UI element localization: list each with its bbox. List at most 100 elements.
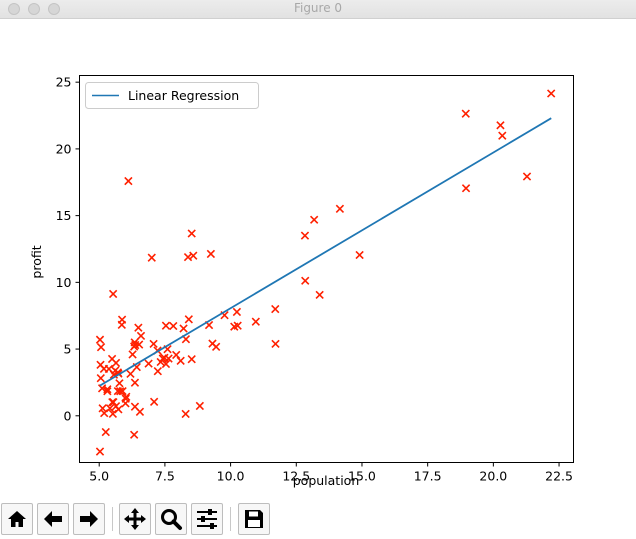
- scatter-point-stroke: [251, 317, 260, 326]
- scatter-point-stroke: [176, 356, 185, 365]
- scatter-point: [129, 430, 139, 439]
- close-window-button[interactable]: [8, 3, 20, 15]
- axis-ticks: 5.0 7.5 10.0 12.5 15.0 17.5 20.0 22.5 0 5 10 15 20 25: [56, 75, 573, 484]
- scatter-point-stroke: [95, 447, 105, 456]
- scatter-point: [179, 324, 188, 333]
- x-tick-label: 7.5: [155, 469, 175, 484]
- scatter-point-stroke: [130, 402, 140, 411]
- scatter-point: [111, 358, 121, 368]
- scatter-point: [309, 215, 319, 224]
- scatter-point: [498, 131, 507, 140]
- scatter-point-stroke: [122, 392, 131, 402]
- scatter-point: [153, 367, 162, 376]
- y-axis-label: profit: [29, 245, 44, 278]
- scatter-point: [461, 109, 470, 118]
- back-button[interactable]: [37, 503, 69, 535]
- scatter-point: [232, 307, 242, 317]
- scatter-point-stroke: [98, 404, 107, 413]
- scatter-point: [134, 323, 143, 332]
- scatter-point-stroke: [189, 251, 198, 260]
- forward-button[interactable]: [73, 503, 105, 535]
- scatter-point: [300, 231, 310, 240]
- scatter-point: [98, 404, 107, 413]
- pan-move-icon: [124, 508, 146, 530]
- scatter-point: [124, 176, 133, 186]
- scatter-point-stroke: [335, 204, 345, 213]
- scatter-point-stroke: [111, 366, 120, 375]
- scatter-point-stroke: [498, 131, 507, 140]
- scatter-point: [103, 385, 112, 394]
- scatter-point: [134, 340, 144, 349]
- scatter-point: [95, 335, 105, 344]
- scatter-point: [164, 354, 173, 363]
- scatter-point: [108, 398, 117, 407]
- window-title: Figure 0: [293, 1, 343, 15]
- scatter-point: [130, 378, 140, 387]
- pan-button[interactable]: [119, 503, 151, 535]
- legend: Linear Regression: [85, 82, 259, 109]
- scatter-point: [149, 339, 158, 349]
- scatter-point-stroke: [129, 430, 139, 439]
- zoom-window-button[interactable]: [48, 3, 60, 15]
- scatter-point-stroke: [132, 362, 141, 372]
- scatter-point-stroke: [134, 340, 144, 349]
- x-tick-label: 12.5: [282, 469, 310, 484]
- scatter-point-stroke: [101, 427, 110, 437]
- save-floppy-icon: [245, 510, 263, 528]
- scatter-point-stroke: [126, 369, 135, 379]
- y-tick-label: 15: [56, 208, 72, 223]
- scatter-point: [176, 356, 185, 365]
- scatter-point: [130, 402, 140, 411]
- minimize-window-button[interactable]: [28, 3, 40, 15]
- scatter-point-stroke: [220, 311, 229, 320]
- figure-canvas[interactable]: 5.0 7.5 10.0 12.5 15.0 17.5 20.0 22.5 0 5 10 15 20 25…: [0, 19, 636, 501]
- scatter-point-stroke: [108, 409, 118, 418]
- scatter-point: [355, 250, 364, 260]
- scatter-point-stroke: [496, 121, 505, 130]
- scatter-point-stroke: [107, 354, 117, 364]
- x-tick-label: 5.0: [89, 469, 109, 484]
- forward-arrow-icon: [80, 511, 98, 527]
- scatter-point: [128, 350, 137, 359]
- regression-series: [99, 117, 552, 387]
- zoom-magnifier-icon: [161, 509, 182, 530]
- scatter-point: [156, 357, 165, 367]
- window-titlebar: Figure 0: [0, 0, 636, 19]
- scatter-point: [115, 379, 124, 388]
- scatter-point-stroke: [301, 276, 310, 285]
- scatter-point: [172, 350, 181, 360]
- zoom-button[interactable]: [155, 503, 187, 535]
- home-button[interactable]: [1, 503, 33, 535]
- scatter-point-stroke: [149, 397, 159, 406]
- scatter-point-stroke: [128, 350, 137, 359]
- scatter-point: [122, 392, 131, 402]
- scatter-point: [301, 276, 310, 285]
- scatter-point-stroke: [156, 357, 165, 367]
- scatter-point-stroke: [147, 253, 156, 262]
- scatter-point-stroke: [130, 338, 139, 347]
- scatter-point-stroke: [187, 229, 196, 238]
- scatter-point-stroke: [163, 345, 172, 354]
- regression-line: [99, 117, 552, 387]
- scatter-point: [117, 315, 127, 324]
- back-arrow-icon: [44, 511, 62, 527]
- scatter-point-stroke: [103, 387, 112, 396]
- scatter-point-stroke: [187, 355, 196, 364]
- x-tick-label: 20.0: [479, 469, 507, 484]
- scatter-point-stroke: [121, 399, 130, 408]
- home-icon: [8, 511, 26, 527]
- scatter-point: [271, 304, 280, 314]
- scatter-point: [187, 229, 196, 238]
- scatter-point: [181, 409, 190, 419]
- scatter-point-stroke: [95, 335, 105, 344]
- scatter-point: [161, 321, 171, 330]
- scatter-point: [126, 369, 135, 379]
- configure-subplots-button[interactable]: [191, 503, 223, 535]
- scatter-point-stroke: [96, 373, 105, 383]
- scatter-point: [149, 397, 159, 406]
- scatter-point: [461, 184, 471, 193]
- scatter-point-stroke: [206, 249, 216, 259]
- save-button[interactable]: [238, 503, 270, 535]
- scatter-point-stroke: [100, 408, 109, 418]
- scatter-point-stroke: [271, 304, 280, 314]
